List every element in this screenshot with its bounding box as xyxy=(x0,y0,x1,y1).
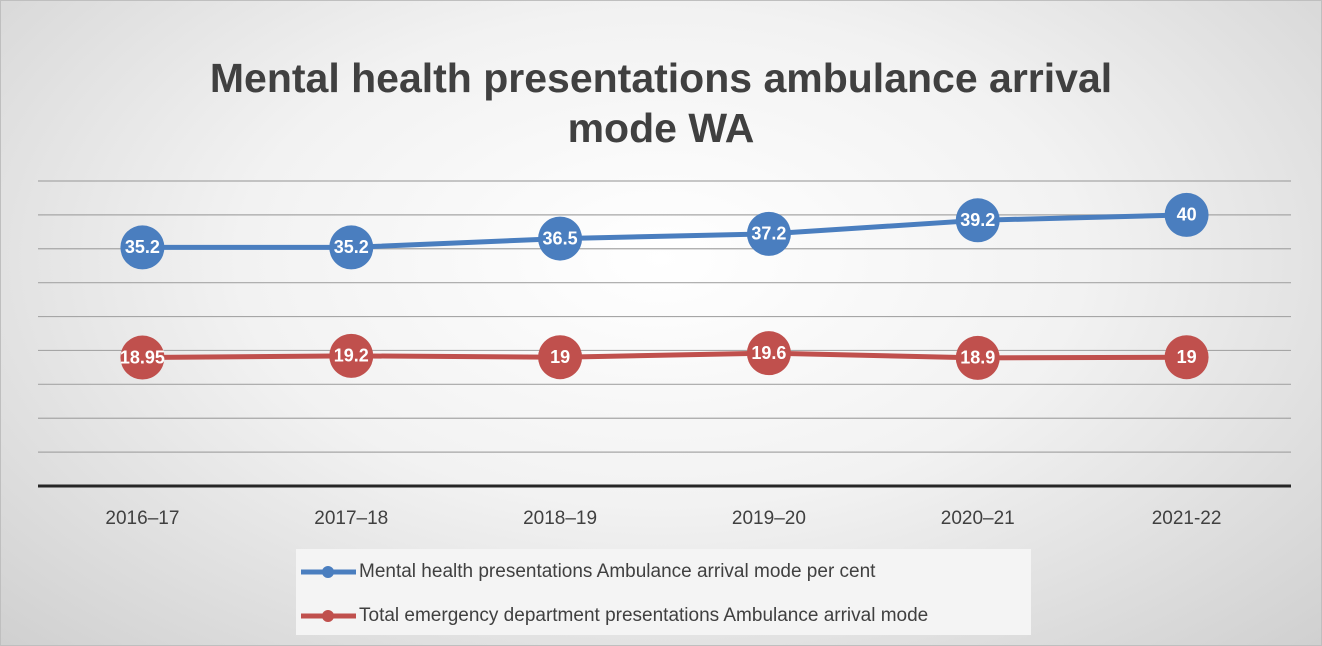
data-label: 19.2 xyxy=(334,346,369,366)
chart-title: Mental health presentations ambulance ar… xyxy=(209,55,1113,151)
data-label: 36.5 xyxy=(543,228,578,248)
legend-label: Mental health presentations Ambulance ar… xyxy=(359,561,876,582)
x-tick-label: 2016–17 xyxy=(105,508,179,529)
data-point xyxy=(329,333,374,378)
data-label: 35.2 xyxy=(125,237,160,257)
data-label: 19.6 xyxy=(751,343,786,363)
data-point xyxy=(329,225,374,270)
data-point xyxy=(955,335,1000,380)
x-tick-label: 2017–18 xyxy=(314,508,388,529)
data-label: 18.95 xyxy=(120,347,165,367)
data-point xyxy=(746,211,791,256)
data-label: 19 xyxy=(550,347,570,367)
data-label: 39.2 xyxy=(960,210,995,230)
series-line xyxy=(142,350,1187,361)
x-tick-label: 2018–19 xyxy=(523,508,597,529)
data-label: 37.2 xyxy=(751,224,786,244)
data-point xyxy=(955,198,1000,243)
data-point xyxy=(538,335,583,380)
data-point xyxy=(120,335,165,380)
x-tick-label: 2020–21 xyxy=(941,508,1015,529)
data-point xyxy=(1164,335,1209,380)
data-label: 19 xyxy=(1177,347,1197,367)
legend-marker xyxy=(322,566,334,578)
series-line xyxy=(142,212,1187,250)
legend-box xyxy=(296,549,1031,635)
x-tick-label: 2021-22 xyxy=(1152,508,1222,529)
x-tick-label: 2019–20 xyxy=(732,508,806,529)
data-point xyxy=(746,331,791,376)
legend-label: Total emergency department presentations… xyxy=(359,605,928,626)
data-point xyxy=(538,216,583,261)
data-point xyxy=(120,225,165,270)
data-label: 40 xyxy=(1177,205,1197,225)
data-label: 18.9 xyxy=(960,348,995,368)
legend-marker xyxy=(322,610,334,622)
data-point xyxy=(1164,192,1209,237)
data-label: 35.2 xyxy=(334,237,369,257)
